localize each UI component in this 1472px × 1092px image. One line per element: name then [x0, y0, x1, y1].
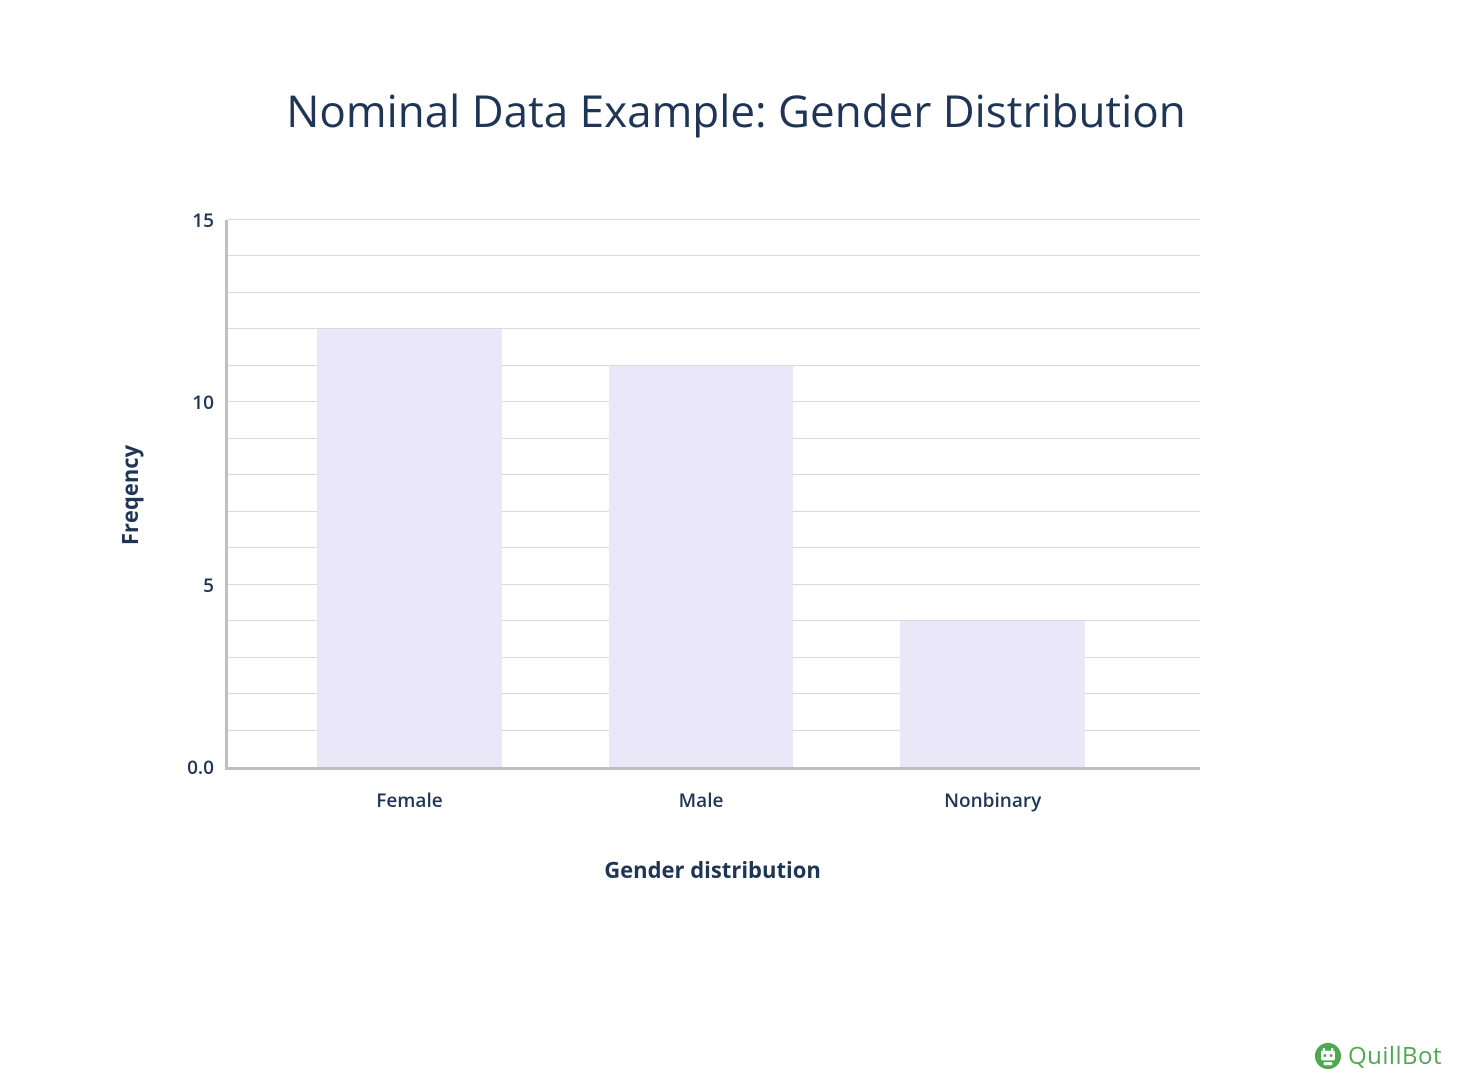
- y-tick-label: 10: [192, 389, 214, 415]
- x-tick-label: Nonbinary: [944, 787, 1041, 813]
- bar: [900, 621, 1085, 767]
- x-tick-label: Female: [376, 787, 442, 813]
- chart-title: Nominal Data Example: Gender Distributio…: [0, 80, 1472, 140]
- x-axis-title: Gender distribution: [225, 855, 1200, 885]
- x-tick-label: Male: [679, 787, 724, 813]
- y-tick-label: 15: [192, 207, 214, 233]
- bar: [317, 329, 502, 767]
- gridline-minor: [228, 292, 1200, 293]
- gridline-minor: [228, 255, 1200, 256]
- quillbot-icon: [1314, 1042, 1342, 1070]
- y-tick-label: 5: [203, 572, 214, 598]
- chart-area: 0.051015FemaleMaleNonbinary: [225, 220, 1200, 770]
- brand-logo: QuillBot: [1314, 1039, 1442, 1072]
- y-axis-title: Freqency: [115, 445, 145, 545]
- y-tick-label: 0.0: [187, 754, 214, 780]
- bar: [609, 366, 794, 767]
- gridline-major: [228, 219, 1200, 220]
- plot-area: 0.051015FemaleMaleNonbinary: [225, 220, 1200, 770]
- brand-text: QuillBot: [1348, 1039, 1442, 1072]
